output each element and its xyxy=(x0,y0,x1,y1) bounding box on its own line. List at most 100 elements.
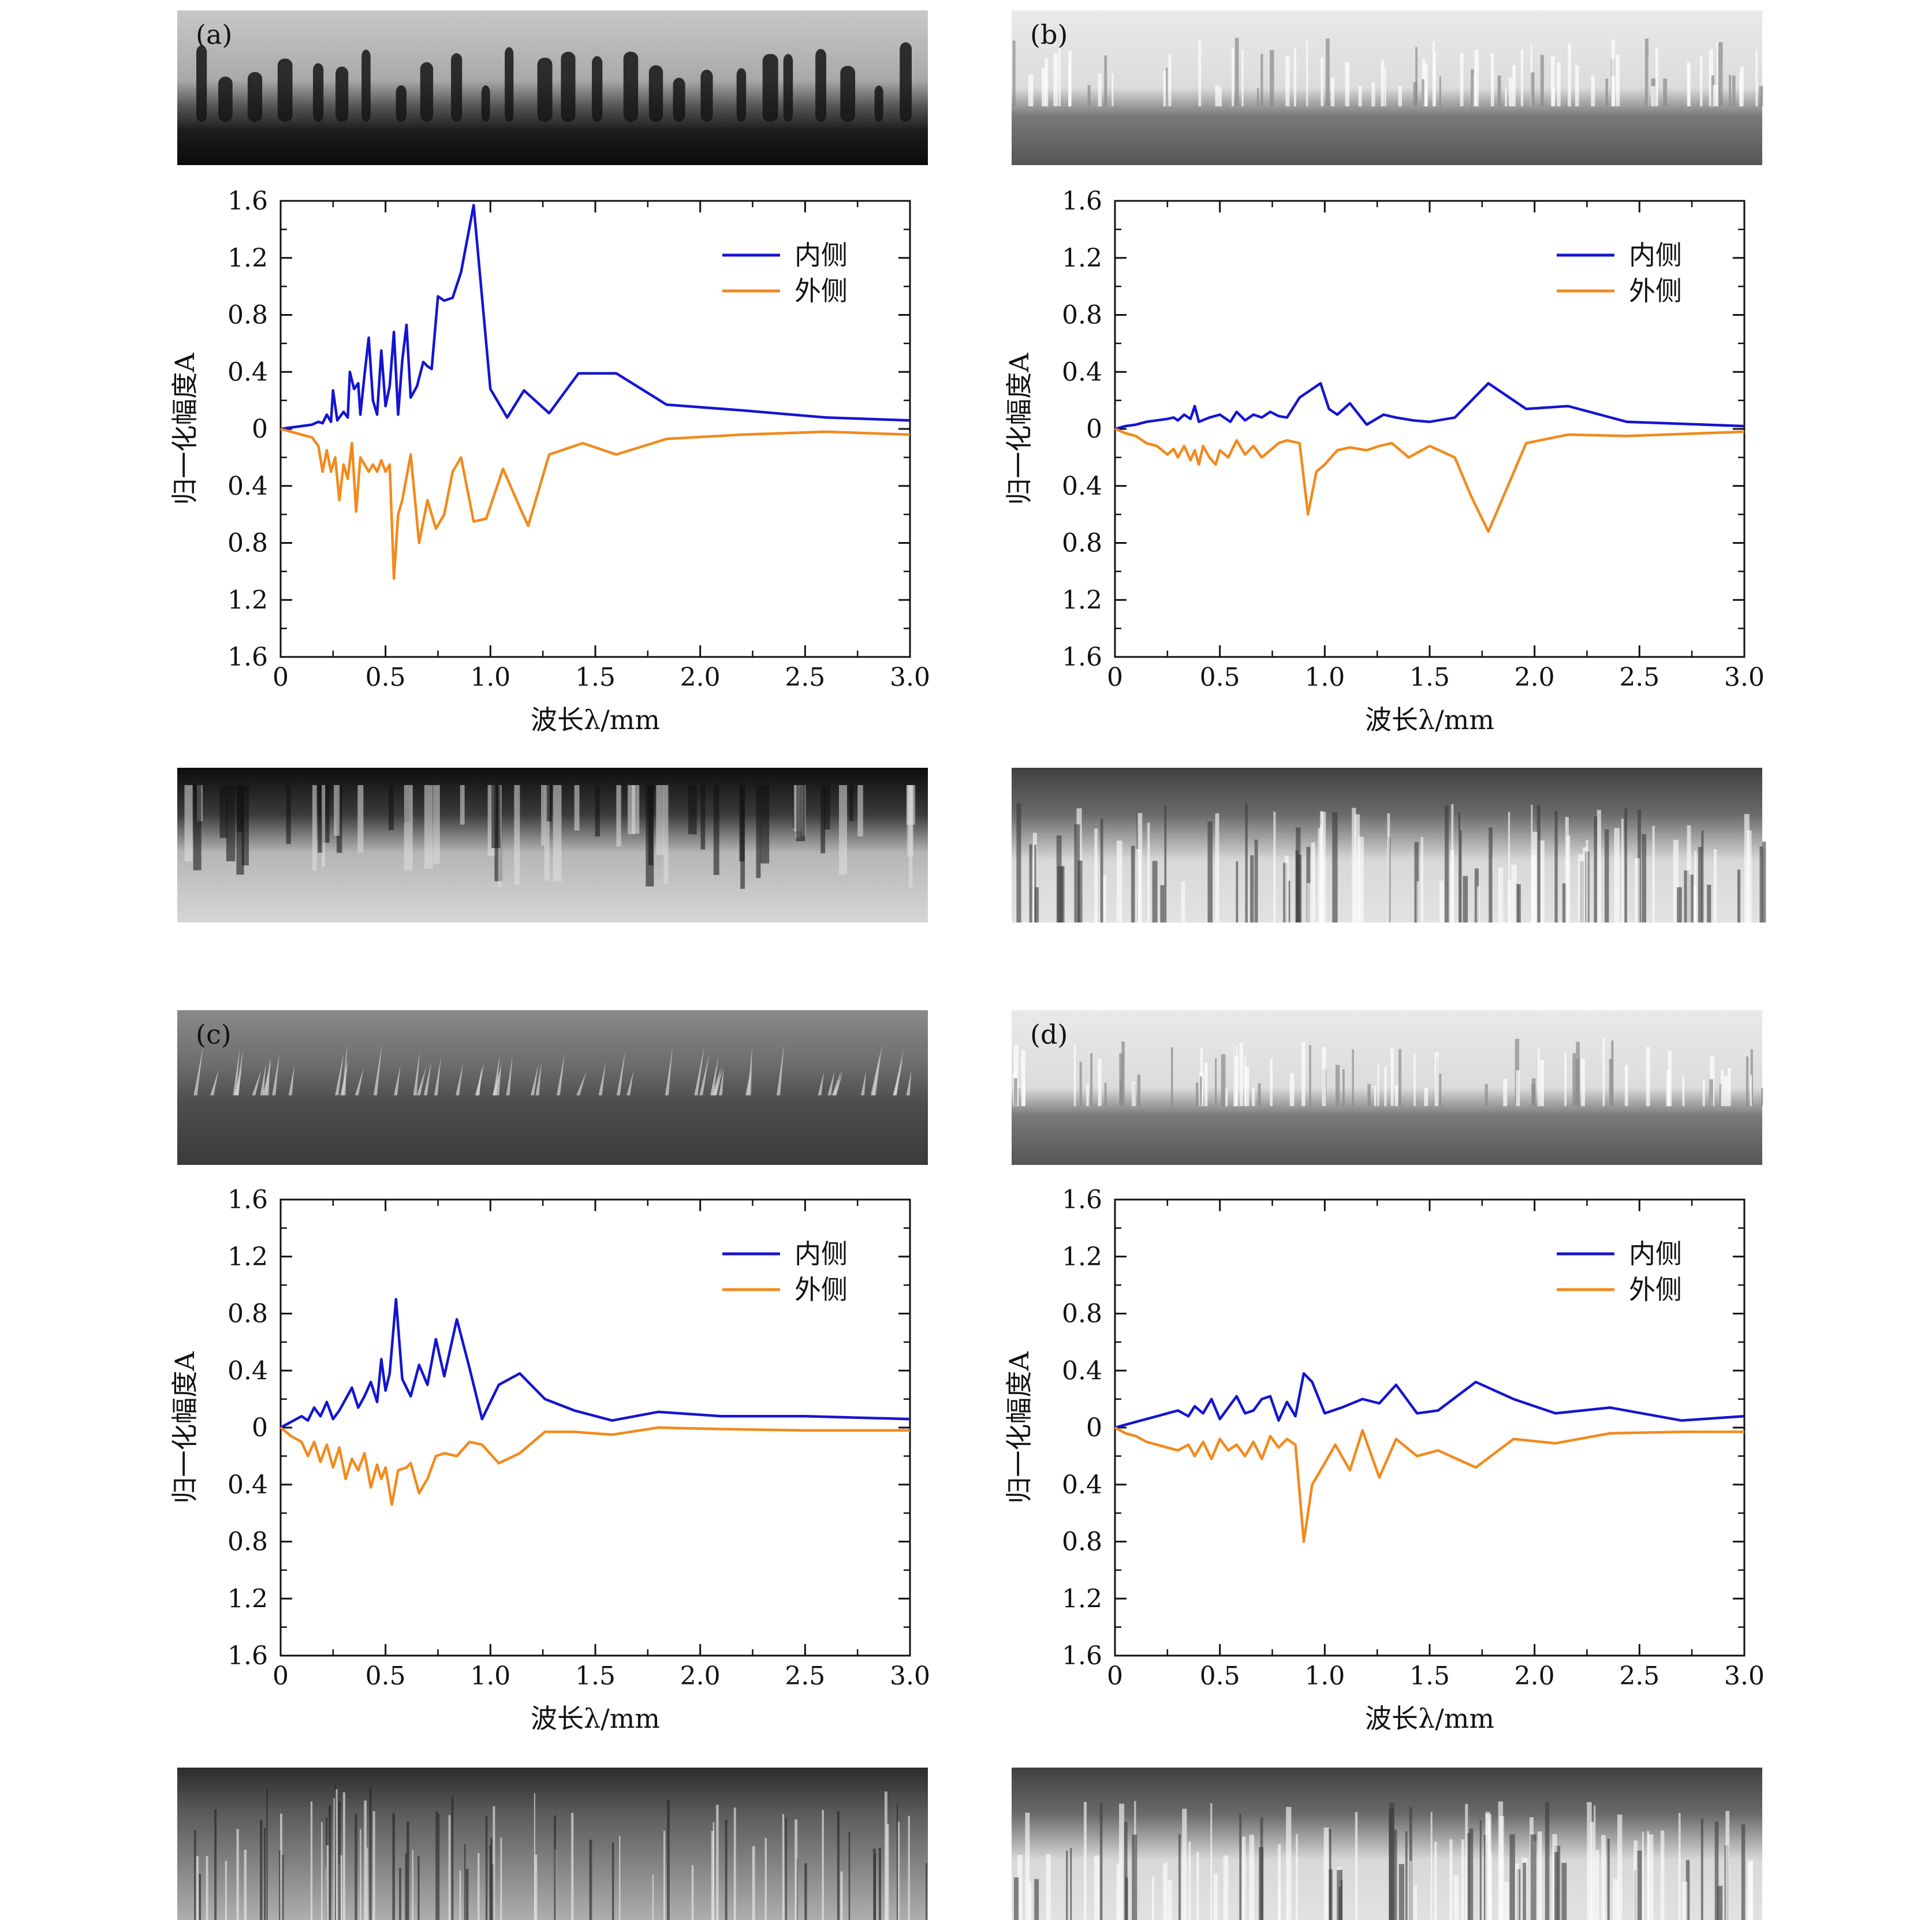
fingering-streak xyxy=(493,1054,500,1096)
fingering-streak xyxy=(1744,814,1750,922)
legend-label: 外侧 xyxy=(1629,275,1682,307)
fingering-streak xyxy=(451,53,463,122)
fingering-streak xyxy=(1415,47,1418,107)
fingering-streak xyxy=(1245,803,1248,922)
fingering-streak xyxy=(1472,74,1477,107)
fingering-streak xyxy=(1597,810,1601,922)
fingering-streak xyxy=(1539,840,1545,922)
panel-label: (c) xyxy=(196,1019,232,1050)
y-tick-label: 0 xyxy=(252,1413,268,1443)
fingering-streak xyxy=(1170,1047,1173,1107)
x-axis-label: 波长λ/mm xyxy=(1365,704,1494,735)
fingering-streak xyxy=(1398,85,1403,107)
fingering-streak xyxy=(321,1822,323,1920)
fingering-streak xyxy=(1595,1850,1599,1920)
fingering-streak xyxy=(840,66,856,122)
fingering-streak xyxy=(1711,75,1715,107)
fingering-streak xyxy=(1329,1829,1331,1920)
fingering-streak xyxy=(1318,828,1321,922)
fingering-streak xyxy=(1013,1045,1019,1107)
x-tick-label: 1.5 xyxy=(575,663,616,692)
fingering-streak xyxy=(1607,1839,1610,1920)
fingering-streak xyxy=(1307,883,1311,922)
fingering-streak xyxy=(1098,73,1102,107)
fingering-streak xyxy=(1057,866,1063,922)
y-axis-label: 归一化幅度A xyxy=(169,1351,200,1504)
y-tick-label: 0.4 xyxy=(1062,1356,1102,1385)
fingering-streak xyxy=(1257,88,1259,107)
fingering-streak xyxy=(1444,805,1449,922)
fingering-streak xyxy=(1516,1070,1520,1107)
fingering-streak xyxy=(1737,869,1741,922)
fingering-streak xyxy=(556,1053,565,1096)
fingering-streak xyxy=(626,1071,634,1096)
x-tick-label: 1.0 xyxy=(470,663,510,692)
fingering-streak xyxy=(1471,69,1474,107)
fingering-streak xyxy=(399,1867,401,1920)
legend-label: 外侧 xyxy=(795,275,848,307)
fingering-streak xyxy=(335,1789,338,1920)
fingering-streak xyxy=(1434,52,1437,107)
x-tick-label: 1.5 xyxy=(1409,1661,1450,1691)
fingering-streak xyxy=(1759,86,1763,107)
fingering-streak xyxy=(478,1853,480,1920)
panel-label: (a) xyxy=(196,19,232,50)
fingering-streak xyxy=(1296,1834,1298,1920)
fingering-streak xyxy=(1602,1037,1605,1107)
fingering-streak xyxy=(1538,1049,1540,1107)
legend-label: 内侧 xyxy=(1629,240,1682,271)
fingering-streak xyxy=(1367,1084,1371,1107)
fingering-streak xyxy=(762,54,778,122)
x-tick-label: 1.0 xyxy=(470,1661,510,1691)
fingering-streak xyxy=(1465,1803,1468,1920)
fingering-streak xyxy=(700,785,706,850)
fingering-streak xyxy=(718,1068,724,1096)
fingering-streak xyxy=(1102,875,1107,922)
fingering-streak xyxy=(1517,884,1521,922)
fingering-streak xyxy=(1204,1063,1208,1107)
fingering-streak xyxy=(1729,74,1732,107)
fingering-streak xyxy=(260,1820,263,1920)
fingering-streak xyxy=(1042,68,1046,107)
fingering-streak xyxy=(713,785,719,875)
fingering-streak xyxy=(1609,1059,1613,1107)
legend-label: 内侧 xyxy=(795,1238,848,1269)
fingering-streak xyxy=(506,1056,513,1096)
series-line-inner xyxy=(280,204,911,431)
fingering-streak xyxy=(1121,1041,1125,1107)
fingering-streak xyxy=(884,1791,887,1920)
fingering-streak xyxy=(1219,88,1222,107)
fingering-streak xyxy=(1086,1084,1089,1107)
fingering-streak xyxy=(1463,876,1468,922)
fingering-streak xyxy=(490,1838,493,1920)
fingering-streak xyxy=(541,785,545,846)
fingering-streak xyxy=(1616,54,1620,107)
fingering-streak xyxy=(1709,50,1714,107)
fingering-streak xyxy=(1152,861,1158,922)
fingering-streak xyxy=(1258,1083,1261,1107)
fingering-streak xyxy=(1663,78,1668,107)
x-tick-label: 0.5 xyxy=(1200,1661,1240,1691)
fingering-streak xyxy=(1358,836,1364,922)
y-tick-label: 0.8 xyxy=(1062,301,1102,330)
fingering-streak xyxy=(1434,1052,1439,1107)
fingering-streak xyxy=(1099,1803,1103,1920)
fingering-streak xyxy=(1469,1828,1474,1920)
fingering-streak xyxy=(361,49,371,122)
fingering-streak xyxy=(1058,47,1061,107)
fingering-streak xyxy=(334,785,340,836)
series-line-outer xyxy=(1114,1426,1744,1543)
fingering-streak xyxy=(1326,38,1330,107)
fingering-streak xyxy=(1650,86,1655,107)
fingering-streak xyxy=(233,1048,240,1096)
fingering-streak xyxy=(1677,887,1682,922)
fingering-streak xyxy=(1509,1834,1515,1920)
fingering-streak xyxy=(514,785,520,885)
y-tick-label: 0.8 xyxy=(227,1527,268,1557)
y-tick-label: 1.2 xyxy=(227,1584,268,1613)
fingering-streak xyxy=(1439,76,1441,107)
fingering-streak xyxy=(1094,828,1098,922)
fingering-streak xyxy=(1439,1073,1442,1107)
fingering-streak xyxy=(1034,887,1039,922)
fingering-streak xyxy=(694,1045,704,1096)
